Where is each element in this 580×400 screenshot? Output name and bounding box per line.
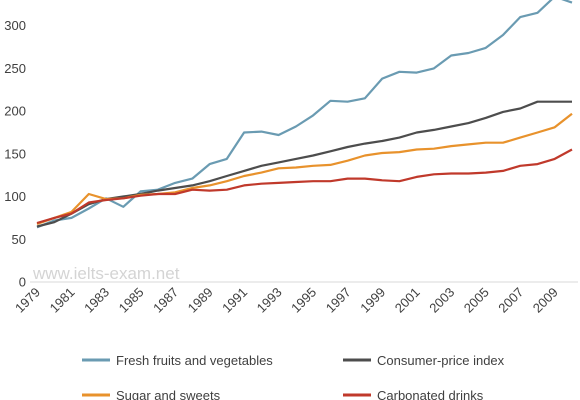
legend-label-sugar-and-sweets: Sugar and sweets	[116, 388, 221, 400]
series-line-sugar-and-sweets	[36, 112, 573, 225]
legend-label-fresh-fruits-and-vegetables: Fresh fruits and vegetables	[116, 353, 273, 368]
x-tick-label: 1995	[288, 285, 319, 316]
x-tick-label: 2003	[426, 285, 457, 316]
series-lines	[36, 0, 573, 229]
y-tick-label: 300	[4, 18, 26, 33]
y-tick-label: 150	[4, 146, 26, 161]
x-tick-label: 1991	[219, 285, 250, 316]
watermark-text: www.ielts-exam.net	[32, 264, 180, 283]
x-tick-label: 1983	[81, 285, 112, 316]
y-tick-label: 250	[4, 61, 26, 76]
x-tick-label: 2007	[495, 285, 526, 316]
x-tick-label: 2009	[530, 285, 561, 316]
series-line-fresh-fruits-and-vegetables	[36, 0, 573, 229]
x-tick-label: 1997	[323, 285, 354, 316]
x-tick-label: 1985	[116, 285, 147, 316]
y-tick-label: 0	[19, 275, 26, 290]
legend: Fresh fruits and vegetables Consumer-pric…	[82, 353, 505, 400]
x-tick-label: 1979	[12, 285, 43, 316]
x-tick-label: 1993	[254, 285, 285, 316]
x-axis-ticks: 1979 1981 1983 1985 1987 1989 1991 1993 1995 1997…	[12, 285, 561, 316]
legend-label-consumer-price-index: Consumer-price index	[377, 353, 505, 368]
y-tick-label: 100	[4, 189, 26, 204]
x-tick-label: 1981	[47, 285, 78, 316]
y-axis-ticks: 0 50 100 150 200 250 300	[4, 18, 26, 289]
series-line-consumer-price-index	[36, 100, 572, 228]
x-tick-label: 1999	[357, 285, 388, 316]
y-tick-label: 50	[12, 232, 26, 247]
legend-label-carbonated-drinks: Carbonated drinks	[377, 388, 484, 400]
series-line-carbonated-drinks	[36, 148, 573, 225]
x-tick-label: 2001	[392, 285, 423, 316]
x-tick-label: 2005	[461, 285, 492, 316]
y-tick-label: 200	[4, 104, 26, 119]
x-tick-label: 1989	[185, 285, 216, 316]
x-tick-label: 1987	[150, 285, 181, 316]
